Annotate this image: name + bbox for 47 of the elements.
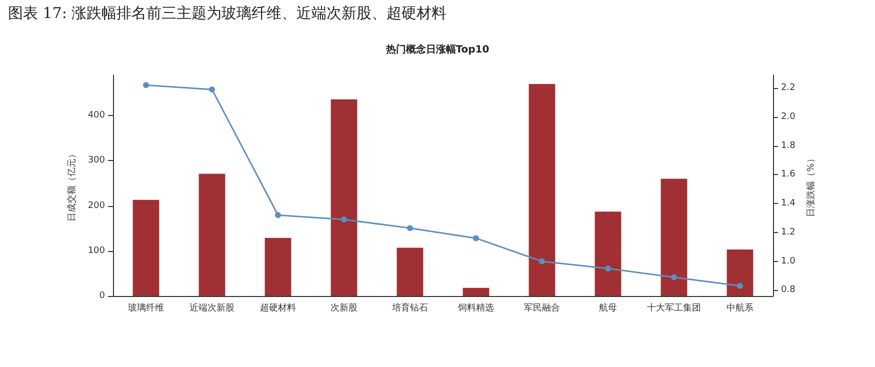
x-tick-label: 培育钻石 — [391, 302, 428, 314]
y2-tick-label: 2.2 — [781, 83, 796, 93]
x-tick-label: 次新股 — [330, 302, 358, 314]
point — [539, 258, 545, 264]
x-tick-label: 航母 — [599, 302, 617, 314]
y-tick-label: 200 — [88, 200, 106, 211]
y2-tick-label: 1.0 — [781, 256, 796, 266]
y-tick-label: 400 — [88, 110, 106, 121]
y2-tick-label: 1.6 — [781, 170, 796, 180]
x-tick-label: 军民融合 — [524, 302, 560, 314]
bar — [462, 288, 490, 296]
chart-subtitle: 热门概念日涨幅Top10 — [384, 44, 490, 56]
bar — [726, 250, 754, 296]
point — [737, 282, 743, 289]
point — [143, 82, 149, 88]
bar — [528, 84, 556, 296]
x-tick-label: 十大军工集团 — [647, 302, 701, 314]
bar — [198, 174, 226, 296]
y-axis-title: 日成交额（亿元） — [66, 150, 78, 222]
y2-tick-label: 1.4 — [781, 198, 796, 209]
y-tick-label: 100 — [88, 246, 106, 256]
x-tick-label: 中航系 — [726, 302, 754, 314]
bar — [264, 238, 292, 296]
point — [209, 86, 215, 92]
y-tick-label: 0 — [99, 291, 106, 301]
point — [605, 266, 611, 272]
y-tick-label: 300 — [88, 156, 106, 166]
y2-tick-label: 1.8 — [781, 140, 796, 151]
y2-axis-title: 日涨跌幅（%） — [806, 154, 816, 217]
x-tick-label: 饲料精选 — [457, 302, 494, 314]
bar — [396, 248, 424, 296]
point — [275, 212, 281, 218]
y2-tick-label: 2.0 — [781, 112, 796, 122]
bar — [330, 99, 358, 296]
point — [341, 216, 347, 222]
point — [671, 274, 677, 280]
x-tick-label: 玻璃纤维 — [128, 302, 164, 314]
point — [473, 235, 479, 242]
x-tick-label: 近端次新股 — [190, 302, 234, 314]
bar — [594, 212, 622, 296]
point — [407, 225, 413, 232]
y2-tick-label: 1.2 — [781, 227, 796, 238]
chart-title: 图表 17: 涨跌幅排名前三主题为玻璃纤维、近端次新股、超硬材料 — [8, 4, 447, 23]
bar — [132, 200, 160, 296]
y2-tick-label: 0.8 — [781, 285, 796, 296]
bar — [660, 178, 688, 296]
x-tick-label: 超硬材料 — [260, 302, 296, 314]
